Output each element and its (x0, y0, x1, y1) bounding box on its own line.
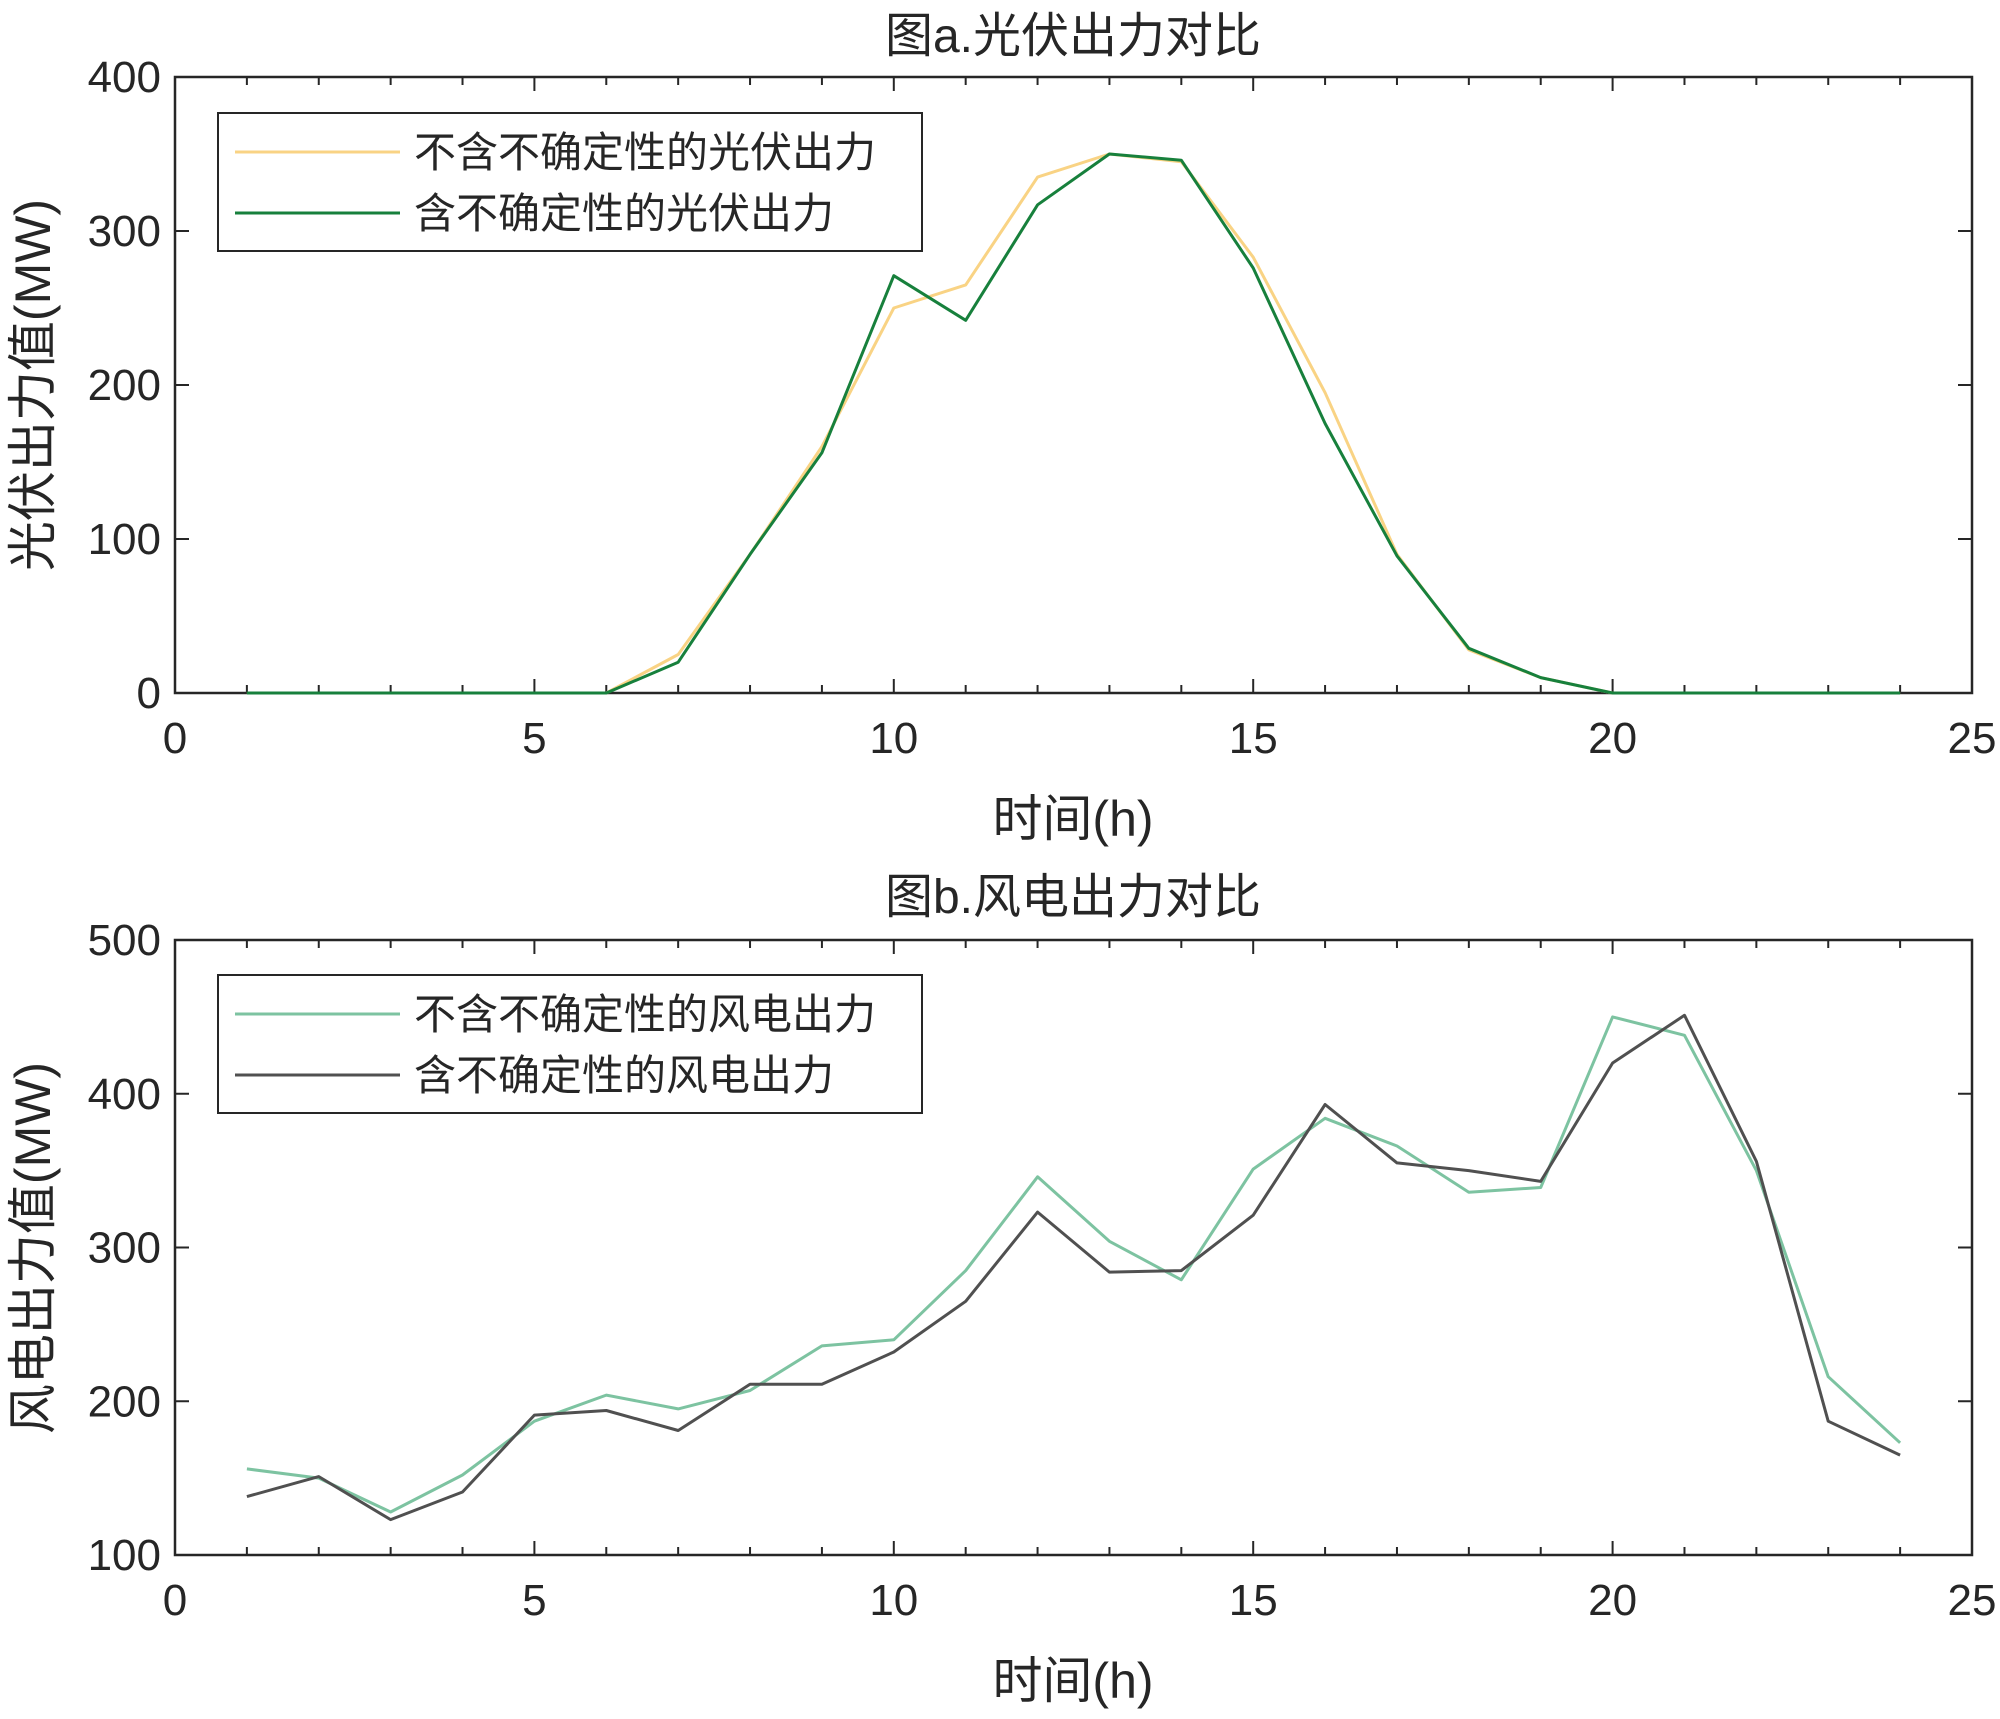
series-line-2 (246, 1013, 1901, 1522)
y-tick-label: 400 (88, 1070, 161, 1119)
x-axis-ticks: 0 5 10 15 20 25 (163, 940, 1997, 1625)
legend-label-series-2: 含不确定性的光伏出力 (414, 190, 834, 237)
y-tick-label: 100 (88, 1531, 161, 1580)
series-line-1 (246, 1015, 1902, 1514)
x-tick-label: 15 (1229, 1576, 1278, 1625)
x-tick-label: 20 (1588, 714, 1637, 763)
x-tick-label: 0 (163, 1576, 187, 1625)
y-tick-label: 400 (88, 53, 161, 102)
legend: 不含不确定性的光伏出力 含不确定性的光伏出力 (217, 112, 923, 252)
y-tick-label: 100 (88, 515, 161, 564)
legend-label-series-2: 含不确定性的风电出力 (414, 1052, 834, 1099)
y-tick-label: 0 (137, 669, 161, 718)
y-tick-label: 200 (88, 1377, 161, 1426)
y-axis-label: 风电出力值(MW) (5, 1062, 61, 1434)
x-tick-label: 20 (1588, 1576, 1637, 1625)
x-tick-label: 10 (869, 714, 918, 763)
chart-title: 图b.风电出力对比 (885, 871, 1261, 924)
x-axis-label: 时间(h) (992, 791, 1153, 847)
x-tick-label: 5 (522, 1576, 546, 1625)
series-lines (246, 1013, 1902, 1522)
legend-box (217, 974, 923, 1114)
y-axis-ticks: 100 200 300 400 500 (88, 916, 1972, 1580)
x-tick-label: 25 (1948, 1576, 1997, 1625)
pv-output-chart: 图a.光伏出力对比 0 5 10 15 20 25 0 100 200 300 400 时间(h)… (5, 10, 1996, 847)
legend-label-series-1: 不含不确定性的光伏出力 (414, 129, 876, 176)
y-tick-label: 300 (88, 1224, 161, 1273)
x-tick-label: 15 (1229, 714, 1278, 763)
series-lines (246, 152, 1901, 695)
wind-output-chart: 图b.风电出力对比 0 5 10 15 20 25 100 200 300 400 500 时间(… (5, 871, 1996, 1709)
y-tick-label: 300 (88, 207, 161, 256)
y-axis-label: 光伏出力值(MW) (5, 199, 61, 571)
legend-label-series-1: 不含不确定性的风电出力 (414, 991, 876, 1038)
y-axis-ticks: 0 100 200 300 400 (88, 53, 1972, 718)
x-tick-label: 0 (163, 714, 187, 763)
legend-box (217, 112, 923, 252)
x-tick-label: 5 (522, 714, 546, 763)
y-tick-label: 500 (88, 916, 161, 965)
chart-title: 图a.光伏出力对比 (885, 10, 1261, 63)
x-tick-label: 10 (869, 1576, 918, 1625)
y-tick-label: 200 (88, 361, 161, 410)
legend: 不含不确定性的风电出力 含不确定性的风电出力 (217, 974, 923, 1114)
x-axis-label: 时间(h) (992, 1653, 1153, 1709)
x-tick-label: 25 (1948, 714, 1997, 763)
series-line-2 (246, 152, 1901, 695)
